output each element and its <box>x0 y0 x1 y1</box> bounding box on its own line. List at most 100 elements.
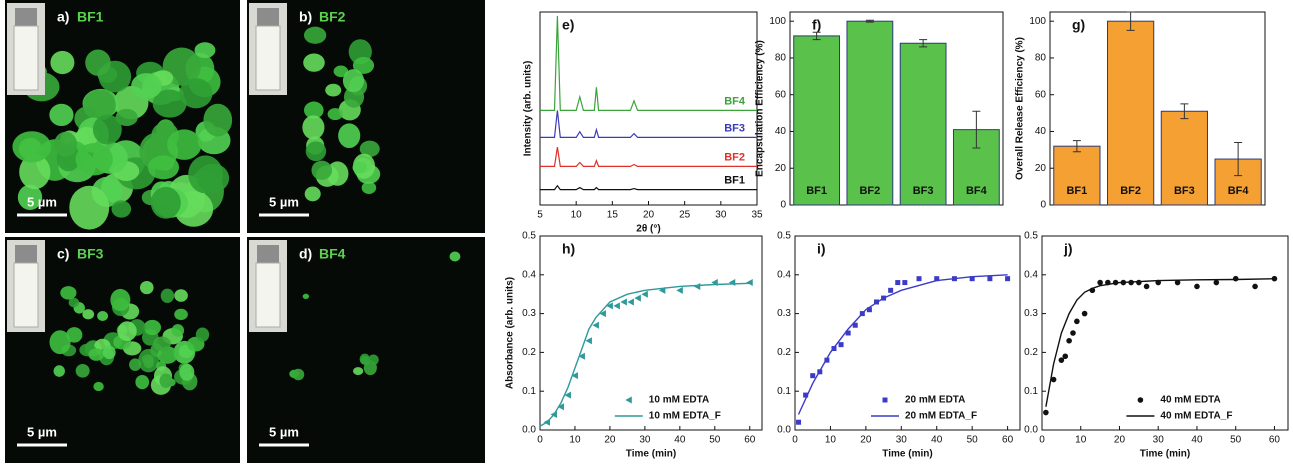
diffraction-trace <box>540 15 757 111</box>
data-point <box>585 337 592 345</box>
vial-body <box>255 25 281 91</box>
crystal <box>75 142 113 176</box>
y-tick-label: 0.3 <box>777 308 791 319</box>
sample-name: BF2 <box>319 9 346 25</box>
crystal <box>352 161 367 174</box>
y-tick-label: 0.1 <box>777 386 791 397</box>
error-bar <box>1180 103 1189 120</box>
x-tick-label: 15 <box>607 210 619 221</box>
error-bar <box>812 31 821 41</box>
fit-line <box>1045 278 1275 407</box>
data-point <box>824 357 830 363</box>
data-point <box>613 302 620 310</box>
x-tick-label: 0 <box>537 435 543 446</box>
error-bar <box>865 19 874 23</box>
vial-body <box>13 262 39 328</box>
x-tick-label: 5 <box>537 210 543 221</box>
plot-frame <box>539 235 763 431</box>
y-axis-label: Absorbance (arb. units) <box>505 277 516 389</box>
crystal <box>171 324 185 337</box>
panel-label: i) <box>817 241 826 257</box>
y-tick-label: 40 <box>1035 126 1047 137</box>
data-point <box>1070 330 1076 336</box>
y-tick-label: 0.1 <box>522 386 536 397</box>
data-point <box>1143 283 1150 290</box>
data-point <box>634 294 641 302</box>
category-label: BF1 <box>806 185 827 197</box>
x-tick-label: 20 <box>860 435 872 446</box>
legend-marker <box>882 397 888 403</box>
data-point <box>1062 353 1069 360</box>
data-point <box>1271 275 1278 282</box>
data-point <box>1050 376 1057 383</box>
y-axis-label: Overall Release Efficiency (%) <box>1015 37 1026 180</box>
crystal <box>160 288 175 303</box>
crystal <box>135 374 150 390</box>
error-bar <box>972 110 981 149</box>
sample-name: BF1 <box>77 9 104 25</box>
trace-label: BF2 <box>724 151 745 163</box>
crystal <box>115 108 138 127</box>
x-tick-label: 50 <box>709 435 721 446</box>
crystal <box>140 280 154 295</box>
data-point <box>1066 337 1072 344</box>
crystal <box>49 103 74 127</box>
x-tick-label: 30 <box>715 210 727 221</box>
crystal <box>92 114 122 145</box>
x-tick-label: 10 <box>825 435 837 446</box>
crystal <box>143 319 162 336</box>
legend-label: 20 mM EDTA_F <box>905 411 977 422</box>
crystal <box>19 154 51 190</box>
bar <box>793 35 841 206</box>
crystal <box>141 354 154 365</box>
x-axis-label: Time (min) <box>1140 449 1190 460</box>
scale-bar-label: 5 µm <box>269 194 299 209</box>
sample-name: BF3 <box>77 246 104 262</box>
crystal <box>75 364 90 378</box>
x-axis-label: Time (min) <box>626 449 676 460</box>
diffraction-trace <box>540 184 757 191</box>
legend-marker <box>1137 397 1144 403</box>
crystal <box>196 163 230 193</box>
bar <box>1107 20 1155 206</box>
crystal <box>50 50 75 75</box>
micrograph: d) BF4 5 µm <box>247 237 485 463</box>
x-tick-label: 20 <box>604 435 616 446</box>
y-axis-label: Encapsulation Efficiency (%) <box>755 40 766 177</box>
legend-label: 10 mM EDTA_F <box>649 411 721 422</box>
crystal <box>150 186 181 219</box>
error-bar <box>1126 11 1135 31</box>
legend-label: 40 mM EDTA_F <box>1160 411 1232 422</box>
y-tick-label: 80 <box>775 53 787 64</box>
crystal <box>352 56 375 74</box>
x-tick-label: 40 <box>1191 435 1203 446</box>
y-tick-label: 60 <box>1035 89 1047 100</box>
crystal <box>303 101 324 119</box>
fit-line <box>797 274 1008 415</box>
x-tick-label: 60 <box>744 435 756 446</box>
data-point <box>934 276 940 282</box>
panel-label: b) <box>299 9 312 25</box>
data-point <box>1097 279 1103 286</box>
data-point <box>606 302 613 310</box>
x-tick-label: 30 <box>639 435 651 446</box>
y-tick-label: 0.3 <box>1024 308 1038 319</box>
x-tick-label: 20 <box>1114 435 1126 446</box>
y-tick-label: 20 <box>775 163 787 174</box>
trace-label: BF1 <box>724 174 745 186</box>
diffraction-trace <box>540 110 757 138</box>
crystal <box>203 103 233 137</box>
data-point <box>627 298 634 306</box>
crystal <box>305 141 327 162</box>
y-tick-label: 100 <box>1029 16 1046 27</box>
legend-marker <box>625 396 632 404</box>
data-point <box>1174 279 1181 286</box>
data-point <box>592 321 599 329</box>
data-point <box>902 280 908 286</box>
crystal <box>49 330 71 355</box>
vial-cap <box>15 245 37 263</box>
crystal <box>303 53 325 72</box>
panel-label: h) <box>562 241 575 257</box>
crystal <box>195 327 210 342</box>
